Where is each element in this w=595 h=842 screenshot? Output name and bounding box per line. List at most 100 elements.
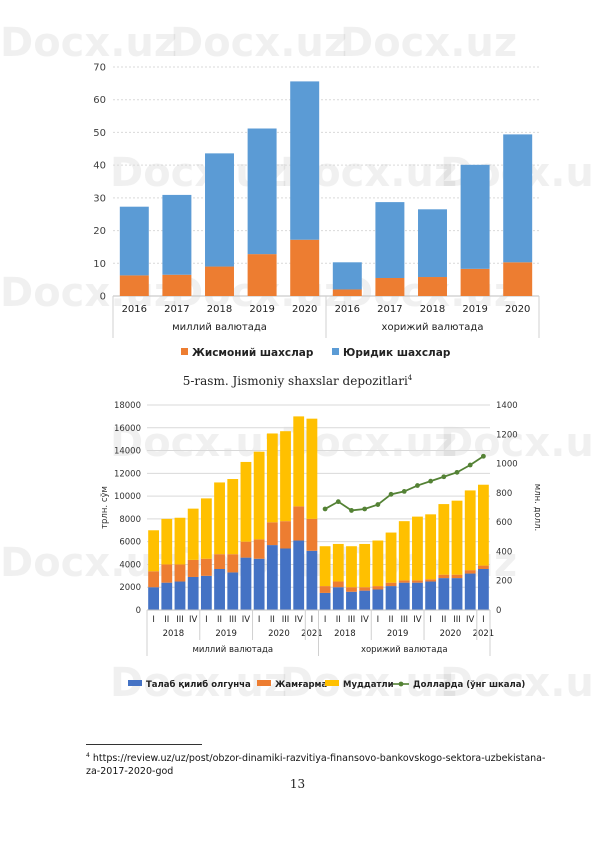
bar-segment — [280, 431, 291, 522]
x-tick-label: 2016 — [335, 304, 360, 315]
usd-series-point — [481, 453, 486, 459]
y-tick-label: 40 — [93, 161, 106, 172]
chart1-x-ticks: 2016 2017 2018 2019 2020 2016 2017 2018 2019 2020 — [122, 304, 531, 315]
bar-segment — [214, 554, 225, 569]
bar-segment — [200, 575, 212, 610]
legend-label: Долларда (ўнг шкала) — [413, 680, 525, 690]
bar-segment — [306, 418, 318, 519]
bar-segment — [412, 580, 423, 583]
year-label: 2019 — [215, 629, 237, 639]
chart2-y-ticks: 0 2000 4000 6000 8000 10000 12000 14000 16000 180… — [100, 401, 141, 616]
bar-segment — [174, 517, 186, 565]
y2-tick-label: 1200 — [496, 430, 518, 440]
bar-segment — [451, 500, 463, 575]
bar-segment — [477, 565, 489, 569]
bar-segment — [119, 275, 149, 296]
bar-segment — [253, 539, 265, 559]
figure-caption: 5-rasm. Jismoniy shaxslar depozitlari4 — [182, 374, 413, 388]
usd-series-point — [428, 478, 434, 484]
watermark-text: Docx.uz — [340, 20, 518, 66]
watermark-text: Docx.uz — [0, 540, 178, 586]
legend-label: Юридик шахслар — [343, 347, 451, 359]
legend-swatch — [325, 680, 339, 686]
bar-segment — [290, 81, 320, 240]
usd-series-point — [415, 483, 420, 488]
y-tick-label: 8000 — [119, 515, 141, 525]
bar-segment — [187, 559, 199, 577]
bar-segment — [162, 274, 192, 296]
x-tick-label: II — [441, 615, 446, 625]
y-tick-label: 0 — [100, 292, 106, 303]
bar-segment — [346, 587, 357, 592]
chart1-bars — [119, 81, 533, 296]
chart-deposits-by-type: 0200040006000800010000120001400016000180… — [100, 401, 542, 690]
y2-tick-label: 600 — [496, 518, 512, 528]
bar-segment — [438, 578, 450, 610]
bar-segment — [148, 530, 160, 572]
bar-segment — [293, 540, 305, 610]
year-label: 2021 — [473, 629, 495, 639]
bar-segment — [266, 522, 278, 546]
group-label: хорижий валютада — [361, 645, 448, 655]
bar-segment — [247, 254, 277, 296]
bar-segment — [214, 482, 225, 555]
bar-segment — [464, 570, 476, 574]
chart1-legend: Жисмоний шахслар Юридик шахслар — [181, 347, 451, 359]
usd-series-point — [362, 506, 368, 512]
bar-segment — [290, 239, 320, 296]
x-tick-label: IV — [189, 615, 198, 625]
x-tick-label: II — [164, 615, 169, 625]
legend-swatch — [257, 680, 271, 686]
x-tick-label: I — [205, 615, 208, 625]
y-tick-label: 16000 — [114, 424, 141, 434]
bar-segment — [398, 580, 410, 583]
y-tick-label: 60 — [93, 95, 106, 106]
x-tick-label: 2019 — [462, 304, 487, 315]
bar-segment — [161, 582, 173, 610]
bar-segment — [266, 433, 278, 523]
x-tick-label: II — [389, 615, 394, 625]
footnote: 4 https://review.uz/uz/post/obzor-dinami… — [86, 752, 546, 778]
y-tick-label: 10 — [93, 259, 106, 270]
x-tick-label: 2020 — [292, 304, 317, 315]
x-tick-label: III — [400, 615, 408, 625]
bar-segment — [346, 546, 357, 588]
bar-segment — [205, 266, 234, 296]
bar-segment — [425, 581, 437, 610]
bar-segment — [385, 532, 397, 583]
bar-segment — [227, 572, 239, 610]
bar-segment — [227, 554, 239, 573]
y-tick-label: 6000 — [119, 538, 141, 548]
bar-segment — [306, 518, 318, 551]
x-tick-label: III — [282, 615, 290, 625]
bar-segment — [375, 278, 405, 296]
y2-tick-label: 1000 — [496, 460, 518, 470]
chart2-usd-line — [322, 453, 486, 513]
y-axis-label: трлн. сўм — [100, 486, 110, 529]
bar-segment — [200, 498, 212, 559]
watermark-text: Docx.uz — [280, 660, 458, 706]
bar-segment — [187, 508, 199, 560]
bar-segment — [174, 564, 186, 582]
x-tick-label: IV — [466, 615, 475, 625]
bar-segment — [412, 516, 423, 581]
y-tick-label: 50 — [93, 128, 106, 139]
watermark-text: Docx.uz — [0, 20, 178, 66]
x-tick-label: I — [482, 615, 485, 625]
bar-segment — [375, 202, 405, 279]
x-tick-label: 2016 — [122, 304, 147, 315]
bar-segment — [332, 587, 344, 610]
bar-segment — [266, 545, 278, 610]
x-tick-label: IV — [413, 615, 422, 625]
bar-segment — [161, 518, 173, 565]
y-tick-label: 0 — [136, 606, 141, 616]
bar-segment — [438, 504, 450, 575]
y-tick-label: 4000 — [119, 560, 141, 570]
x-tick-label: I — [311, 615, 314, 625]
bar-segment — [240, 541, 252, 558]
chart2-legend: Талаб қилиб олгунча Жамғарма Муддатли Долла… — [128, 679, 525, 690]
x-tick-label: II — [270, 615, 275, 625]
bar-segment — [398, 582, 410, 610]
x-tick-label: III — [229, 615, 237, 625]
bar-segment — [418, 277, 447, 296]
